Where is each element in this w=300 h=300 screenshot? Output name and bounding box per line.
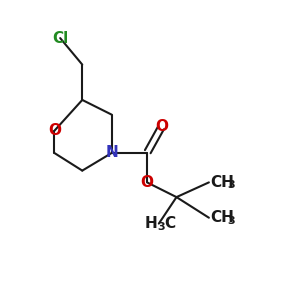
Text: 3: 3 <box>227 216 235 226</box>
Text: O: O <box>141 175 154 190</box>
Text: Cl: Cl <box>52 31 68 46</box>
Text: N: N <box>105 146 118 160</box>
Text: CH: CH <box>210 175 234 190</box>
Text: O: O <box>48 123 61 138</box>
Text: 3: 3 <box>227 180 235 190</box>
Text: O: O <box>155 119 168 134</box>
Text: H: H <box>145 216 158 231</box>
Text: CH: CH <box>210 210 234 225</box>
Text: C: C <box>165 216 176 231</box>
Text: 3: 3 <box>158 222 165 232</box>
